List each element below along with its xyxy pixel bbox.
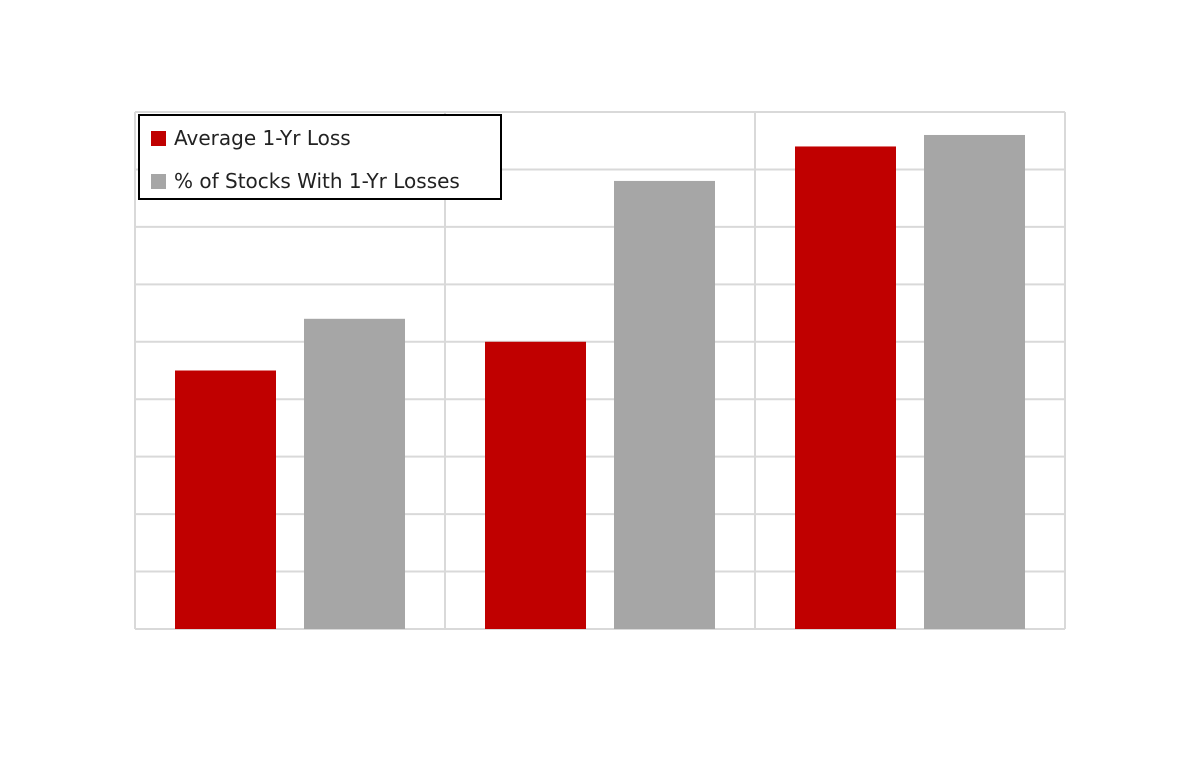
- bar-average-loss: [795, 146, 896, 629]
- legend-label: Average 1-Yr Loss: [174, 126, 351, 150]
- legend-swatch-red: [151, 130, 166, 146]
- bar-pct-stocks: [614, 180, 715, 629]
- bar-average-loss: [485, 341, 586, 629]
- legend: Average 1-Yr Loss % of Stocks With 1-Yr …: [138, 114, 502, 200]
- legend-item-pct-stocks: % of Stocks With 1-Yr Losses: [151, 169, 460, 193]
- legend-swatch-gray: [151, 173, 166, 189]
- legend-item-average-loss: Average 1-Yr Loss: [151, 126, 351, 150]
- bar-pct-stocks: [304, 318, 405, 629]
- bar-average-loss: [175, 370, 276, 629]
- bar-pct-stocks: [924, 134, 1025, 629]
- legend-label: % of Stocks With 1-Yr Losses: [174, 169, 460, 193]
